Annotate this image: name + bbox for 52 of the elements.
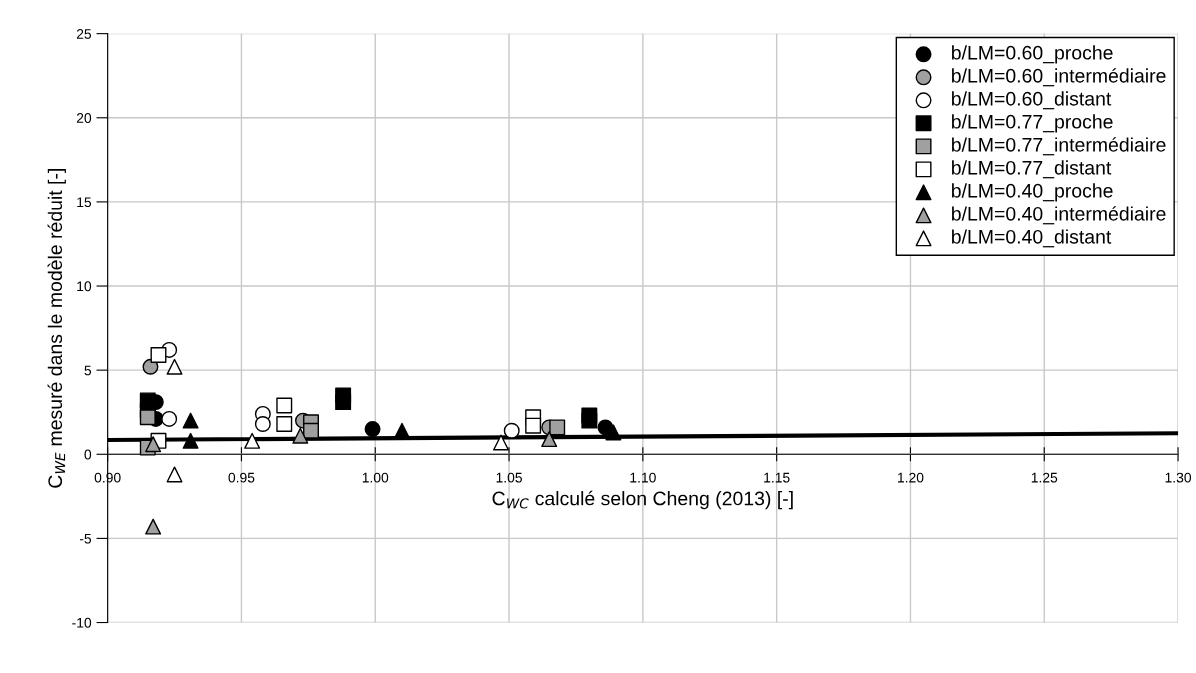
x-axis-title: C$_{WC}$ calculé selon Cheng (2013) [-] [492, 490, 793, 510]
point [549, 419, 566, 436]
x-tick-label: 1.05 [496, 472, 522, 483]
point [276, 416, 293, 432]
point [364, 421, 381, 438]
y-tick-label: 20 [76, 113, 92, 123]
x-tick-label: 1.00 [362, 472, 389, 483]
x-tick-label: 1.10 [630, 472, 656, 483]
point [161, 410, 178, 427]
point [150, 347, 167, 363]
legend-label: b/LM=0.60_proche [952, 45, 1113, 64]
point [145, 436, 162, 453]
legend-label: b/LM=0.40_distant [952, 229, 1112, 248]
point [503, 422, 520, 439]
legend-label: b/LM=0.40_intermédiaire [952, 206, 1166, 225]
x-tick-label: 1.25 [1031, 472, 1058, 483]
point [182, 432, 199, 449]
x-tick-label: 1.15 [764, 472, 790, 483]
legend-label: b/LM=0.60_intermédiaire [952, 68, 1166, 87]
point [394, 422, 410, 439]
y-tick-label: 10 [77, 281, 92, 292]
y-axis-title: C$_{WE}$ mesuré dans le modèle réduit [-] [47, 169, 66, 488]
legend-label: b/LM=0.60_distant [952, 91, 1112, 110]
y-tick-label: 25 [76, 28, 92, 39]
point [335, 394, 352, 411]
x-tick-label: 1.30 [1165, 472, 1192, 483]
y-tick-label: 5 [84, 365, 92, 376]
point [303, 422, 319, 439]
y-tick-label: -5 [79, 533, 92, 544]
point [254, 416, 271, 432]
point [166, 358, 183, 375]
point [145, 518, 162, 535]
point [292, 427, 309, 444]
point [493, 434, 509, 451]
point [182, 412, 199, 429]
point [525, 417, 542, 434]
x-tick-label: 0.95 [228, 472, 255, 483]
x-tick-label: 1.20 [898, 472, 924, 483]
legend-label: b/LM=0.77_intermédiaire [952, 137, 1166, 156]
point [244, 432, 261, 449]
point [581, 412, 598, 429]
legend-label: b/LM=0.77_proche [952, 114, 1113, 133]
point [166, 466, 183, 483]
legend-label: b/LM=0.40_proche [952, 183, 1113, 202]
y-tick-label: 0 [84, 449, 92, 460]
y-tick-label: 15 [77, 197, 92, 208]
point [276, 397, 293, 414]
y-tick-label: -10 [72, 617, 92, 628]
point [541, 431, 558, 448]
legend-label: b/LM=0.77_distant [952, 160, 1112, 179]
point [139, 409, 156, 426]
point [605, 424, 622, 441]
